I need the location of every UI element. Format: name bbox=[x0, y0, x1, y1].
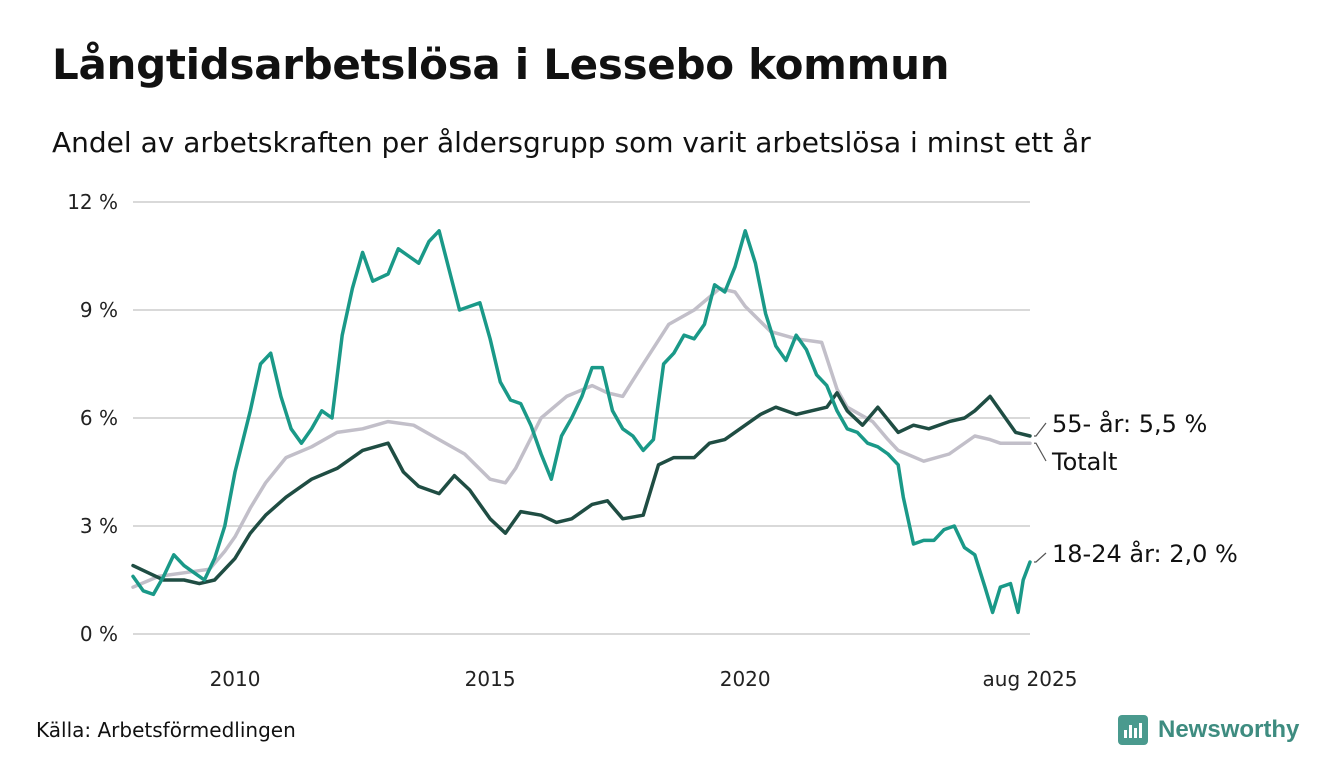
series-line-2 bbox=[131, 229, 1032, 615]
leader-line-1 bbox=[1034, 422, 1047, 437]
y-tick-label: 0 % bbox=[80, 622, 118, 646]
x-tick-label: 2020 bbox=[720, 667, 771, 691]
brand-name: Newsworthy bbox=[1158, 716, 1300, 743]
x-axis: 2010 2015 2020 aug 2025 bbox=[210, 667, 1078, 691]
brand-logo: Newsworthy bbox=[1118, 712, 1299, 748]
series-end-label: Totalt bbox=[1051, 448, 1117, 476]
series-lines bbox=[131, 229, 1032, 615]
series-end-label: 18-24 år: 2,0 % bbox=[1052, 539, 1238, 568]
source-text: Källa: Arbetsförmedlingen bbox=[36, 718, 296, 742]
chart-subtitle: Andel av arbetskraften per åldersgrupp s… bbox=[52, 126, 1091, 159]
y-tick-label: 3 % bbox=[80, 514, 118, 538]
leader-line-2 bbox=[1034, 552, 1047, 563]
y-tick-label: 9 % bbox=[80, 298, 118, 322]
series-line-0 bbox=[131, 286, 1032, 589]
leader-line-0 bbox=[1034, 442, 1047, 462]
x-tick-label: 2010 bbox=[210, 667, 261, 691]
chart-title: Långtidsarbetslösa i Lessebo kommun bbox=[52, 40, 950, 89]
chart-bars-icon bbox=[1118, 715, 1148, 745]
y-tick-label: 12 % bbox=[67, 190, 118, 214]
grid-lines bbox=[133, 201, 1030, 635]
y-tick-label: 6 % bbox=[80, 406, 118, 430]
x-tick-label: 2015 bbox=[465, 667, 516, 691]
y-axis: 0 % 3 % 6 % 9 % 12 % bbox=[67, 190, 118, 646]
series-end-label: 55- år: 5,5 % bbox=[1052, 409, 1207, 438]
x-tick-label: aug 2025 bbox=[983, 667, 1078, 691]
end-labels: Totalt 55- år: 5,5 % 18-24 år: 2,0 % bbox=[1034, 409, 1238, 568]
series-line-1 bbox=[131, 391, 1032, 586]
